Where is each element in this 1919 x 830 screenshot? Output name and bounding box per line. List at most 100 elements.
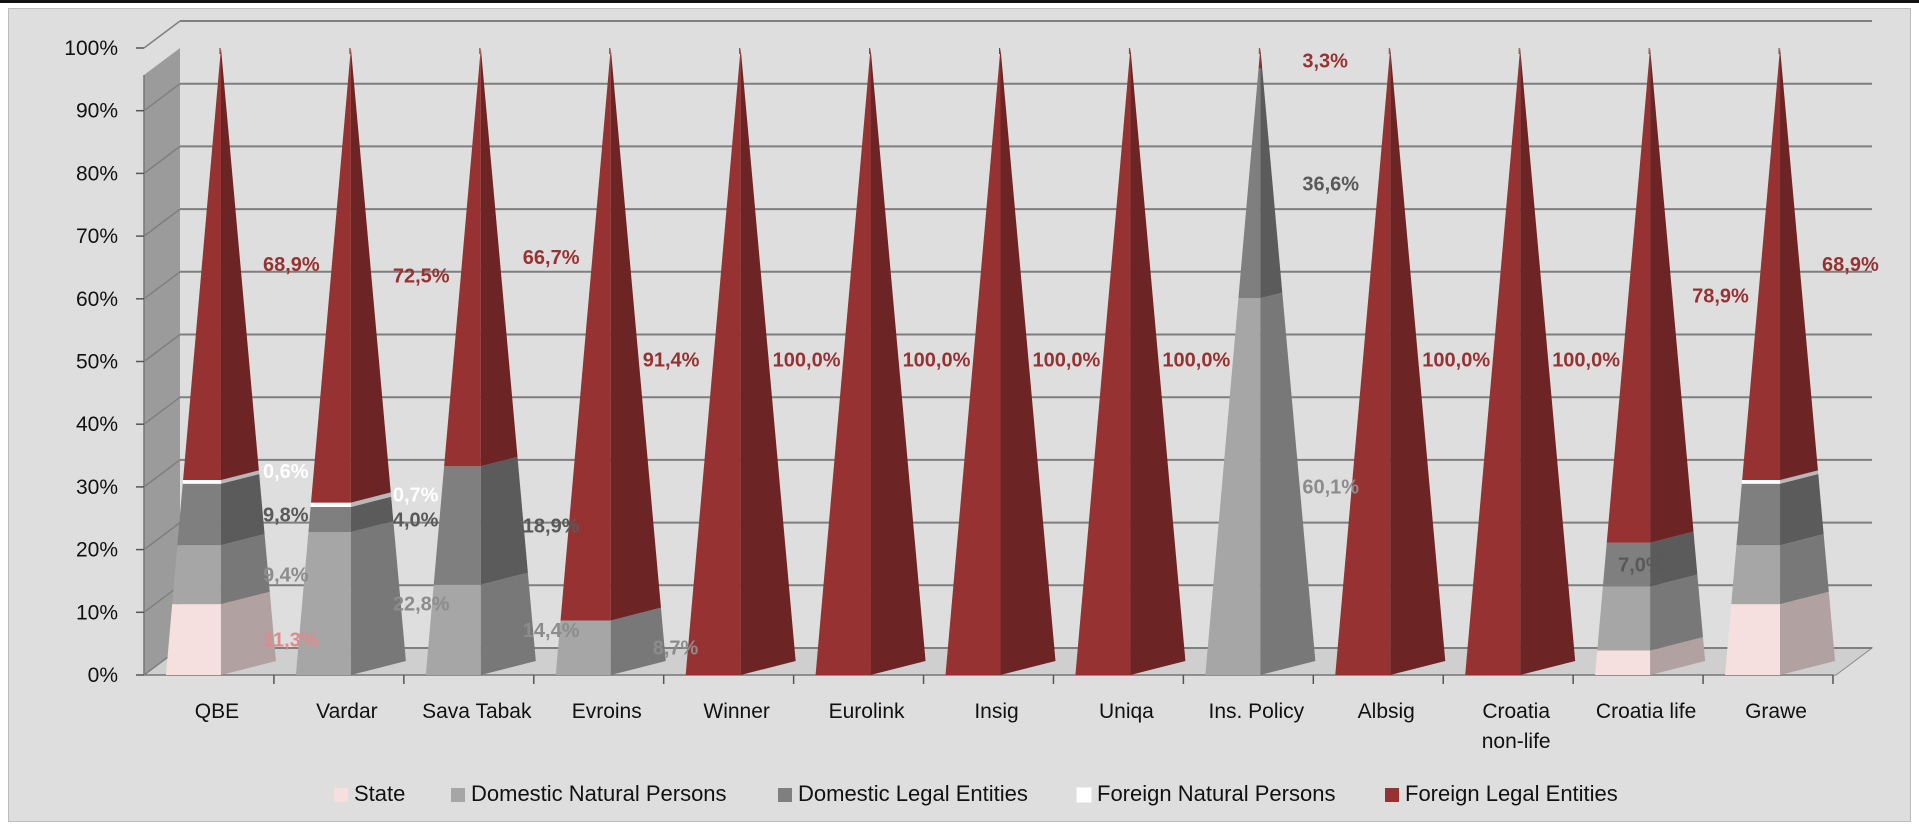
- x-tick-label: Albsig: [1358, 700, 1415, 723]
- data-label: 68,9%: [1822, 254, 1879, 276]
- gridline-diagonal: [143, 333, 181, 363]
- pyramids: [165, 47, 1836, 675]
- pyramid-croatia-life: [1595, 48, 1706, 675]
- legend-swatch: [334, 788, 348, 802]
- gridline-diagonal: [143, 20, 181, 49]
- data-label: 11,3%: [263, 630, 319, 652]
- pyramid-segment-side: [350, 521, 406, 675]
- data-label: 60,1%: [1302, 477, 1359, 499]
- legend-swatch: [1076, 787, 1092, 803]
- pyramid-segment-front: [1595, 650, 1651, 675]
- pyramid-segment-side: [480, 572, 536, 675]
- data-labels: 11,3% 9,4% 22,8% 14,4% 8,7% 60,1% 9,8% 4,0% 18,9…: [263, 51, 1879, 660]
- pyramid-segment-front: [1335, 48, 1391, 675]
- data-label: 0,6%: [263, 461, 309, 483]
- y-axis: 0% 10% 20% 30% 40% 50% 60% 70% 80% 90% 100%: [64, 37, 144, 687]
- y-tick-label: 100%: [64, 37, 118, 60]
- data-label: 91,4%: [643, 350, 700, 372]
- pyramid-segment-side: [1000, 48, 1056, 675]
- data-label: 0,7%: [393, 484, 439, 506]
- pyramid-sava-tabak: [425, 48, 536, 675]
- y-tick-label: 70%: [76, 225, 118, 248]
- data-label: 9,4%: [263, 565, 309, 587]
- y-tick-label: 20%: [76, 539, 118, 562]
- pyramid-segment-side: [220, 591, 276, 675]
- y-tick-label: 90%: [76, 100, 118, 123]
- data-label: 68,9%: [263, 254, 320, 276]
- y-tick-label: 0%: [88, 664, 118, 687]
- side-wall: [144, 48, 180, 675]
- pyramid-ins-policy: [1205, 48, 1316, 675]
- pyramid-segment-side: [870, 48, 926, 675]
- pyramid-segment-front: [1075, 48, 1131, 675]
- pyramid-segment-side: [480, 48, 518, 467]
- data-label: 3,3%: [1302, 51, 1348, 73]
- pyramid-segment-front: [1736, 483, 1781, 546]
- x-tick-label: Uniqa: [1099, 700, 1154, 723]
- pyramid-segment-front: [1731, 545, 1781, 605]
- pyramid-segment-front: [444, 48, 481, 467]
- gridline-diagonal: [143, 83, 181, 112]
- pyramid-segment-front: [295, 532, 351, 675]
- x-tick-label: non-life: [1482, 730, 1551, 753]
- data-label: 7,0%: [1618, 555, 1664, 577]
- y-tick-label: 30%: [76, 476, 118, 499]
- data-label: 100,0%: [1033, 350, 1101, 372]
- pyramid-segment-front: [182, 480, 221, 484]
- x-tick-label: Vardar: [316, 700, 377, 723]
- x-tick-label: Winner: [703, 700, 770, 723]
- pyramid-segment-front: [1205, 298, 1261, 675]
- gridline-diagonal: [143, 271, 181, 300]
- x-tick-label: Eurolink: [829, 700, 905, 723]
- pyramid-segment-side: [1650, 531, 1698, 587]
- pyramid-segment-front: [165, 604, 221, 675]
- pyramid-segment-side: [1520, 48, 1576, 675]
- data-label: 4,0%: [393, 510, 439, 532]
- legend-label: Foreign Legal Entities: [1405, 781, 1618, 806]
- pyramid-segment-front: [1725, 604, 1781, 675]
- pyramid-segment-side: [1780, 474, 1824, 546]
- pyramid-segment-front: [560, 47, 611, 621]
- pyramid-segment-side: [1260, 48, 1263, 69]
- pyramid-segment-side: [480, 456, 528, 585]
- pyramid-winner: [685, 48, 796, 675]
- x-tick-label: Grawe: [1745, 700, 1807, 723]
- data-label: 8,7%: [653, 638, 699, 660]
- legend: State Domestic Natural Persons Domestic Le…: [334, 781, 1618, 806]
- data-label: 14,4%: [523, 620, 580, 642]
- pyramid-segment-front: [1238, 68, 1261, 299]
- data-label: 100,0%: [1162, 350, 1230, 372]
- pyramid-segment-side: [1780, 534, 1829, 605]
- pyramid-insig: [945, 48, 1056, 675]
- pyramid-segment-front: [183, 48, 221, 481]
- pyramid-segment-side: [220, 474, 265, 546]
- x-tick-label: Evroins: [572, 700, 642, 723]
- pyramid-segment-side: [350, 48, 391, 503]
- pyramid-segment-front: [172, 545, 221, 605]
- data-label: 100,0%: [1422, 350, 1490, 372]
- legend-label: Domestic Legal Entities: [798, 781, 1028, 806]
- x-axis: QBE Vardar Sava Tabak Evroins Winner Eurolink…: [195, 675, 1834, 753]
- data-label: 36,6%: [1302, 173, 1359, 195]
- legend-label: Foreign Natural Persons: [1097, 781, 1335, 806]
- y-tick-label: 60%: [76, 288, 118, 311]
- data-label: 78,9%: [1692, 285, 1749, 307]
- pyramid-segment-side: [610, 607, 666, 675]
- pyramid-grawe: [1725, 48, 1836, 675]
- pyramid-segment-front: [1597, 586, 1651, 651]
- pyramid-segment-side: [1780, 591, 1836, 675]
- pyramid-segment-side: [1650, 48, 1694, 543]
- x-tick-label: Insig: [974, 700, 1018, 723]
- pyramid-segment-side: [1260, 292, 1316, 675]
- pyramid-segment-front: [555, 620, 611, 675]
- legend-label: State: [354, 781, 405, 806]
- pyramid-segment-side: [1390, 48, 1446, 675]
- gridline-diagonal: [143, 208, 181, 237]
- pyramid-segment-front: [1602, 542, 1651, 587]
- pyramid-segment-front: [1606, 48, 1651, 543]
- pyramid-segment-front: [685, 48, 741, 675]
- pyramid-uniqa: [1075, 48, 1186, 675]
- pyramid-segment-side: [220, 534, 270, 605]
- top-border-line: [0, 0, 1919, 3]
